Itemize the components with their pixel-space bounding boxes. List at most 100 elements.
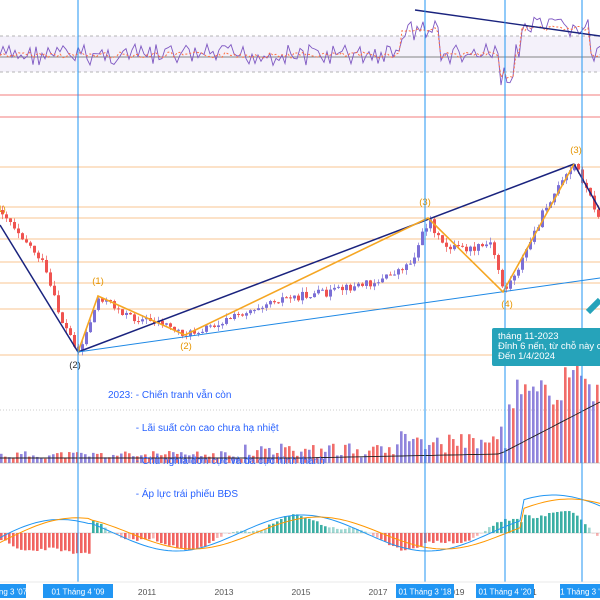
candle-body: [441, 235, 444, 243]
volume-bar: [364, 454, 367, 463]
candle-body: [321, 289, 324, 291]
rsi-signal-line: [0, 25, 600, 79]
candle-body: [341, 286, 344, 291]
candle-body: [289, 297, 292, 299]
volume-bar: [40, 458, 43, 463]
wave-label: (4): [501, 299, 513, 310]
candle-body: [561, 180, 564, 186]
volume-bar: [312, 445, 315, 463]
macd-histogram-bar: [196, 533, 199, 549]
candle-body: [409, 263, 412, 265]
rsi-trend-line: [414, 9, 600, 37]
candle-body: [521, 257, 524, 270]
candle-body: [49, 272, 52, 286]
candle-body: [73, 335, 76, 347]
candle-body: [277, 302, 280, 304]
volume-bar: [520, 394, 523, 463]
candle-body: [297, 295, 300, 301]
macd-histogram-bar: [124, 533, 127, 540]
volume-bar: [428, 444, 431, 463]
macd-histogram-bar: [248, 532, 251, 533]
macd-histogram-bar: [524, 514, 527, 533]
macd-histogram-bar: [4, 533, 7, 541]
macd-histogram-bar: [472, 533, 475, 538]
candle-body: [241, 314, 244, 316]
volume-bar: [440, 444, 443, 463]
candle-body: [405, 264, 408, 270]
candle-body: [489, 242, 492, 245]
macd-histogram-bar: [496, 522, 499, 533]
macd-histogram-bar: [316, 521, 319, 533]
macd-histogram-bar: [264, 529, 267, 533]
candle-body: [465, 246, 468, 252]
volume-bar: [348, 443, 351, 463]
macd-histogram-bar: [116, 533, 119, 535]
macd-histogram-bar: [536, 517, 539, 533]
candle-body: [513, 275, 516, 281]
macd-histogram-bar: [168, 533, 171, 546]
volume-bar: [244, 444, 247, 463]
x-date-badge: [476, 584, 534, 598]
candle-body: [13, 222, 16, 229]
candle-body: [357, 283, 360, 287]
macd-histogram-bar: [200, 533, 203, 547]
callout-line: Đỉnh 6 nến, từ chỗ này c: [498, 341, 600, 352]
candle-body: [193, 330, 196, 334]
volume-bar: [316, 457, 319, 463]
macd-histogram-bar: [176, 533, 179, 549]
candle-body: [517, 269, 520, 276]
candle-body: [501, 269, 504, 287]
candle-body: [429, 219, 432, 229]
candle-body: [57, 295, 60, 313]
macd-histogram-bar: [280, 519, 283, 533]
volume-bar: [84, 454, 87, 463]
volume-bar: [304, 448, 307, 463]
macd-histogram-bar: [36, 533, 39, 551]
volume-bar: [512, 408, 515, 463]
callout-pointer: [585, 297, 600, 315]
volume-bar: [308, 449, 311, 463]
volume-bar: [444, 452, 447, 463]
macd-histogram-bar: [56, 533, 59, 549]
volume-bar: [292, 450, 295, 463]
candle-body: [401, 269, 404, 271]
macd-histogram-bar: [232, 532, 235, 533]
volume-bar: [468, 434, 471, 463]
volume-bar: [412, 438, 415, 463]
volume-bar: [360, 457, 363, 463]
volume-bar: [108, 457, 111, 463]
macd-histogram-bar: [152, 533, 155, 539]
volume-bar: [140, 455, 143, 463]
volume-bar: [544, 384, 547, 463]
volume-bar: [196, 451, 199, 463]
volume-bar: [356, 449, 359, 463]
macd-histogram-bar: [304, 517, 307, 533]
macd-histogram-bar: [416, 533, 419, 548]
macd-panel: [0, 494, 600, 554]
candle-body: [45, 259, 48, 273]
x-tick-label: 2011: [138, 587, 157, 597]
volume-bar: [68, 452, 71, 463]
macd-histogram-bar: [308, 518, 311, 533]
volume-bar: [564, 367, 567, 463]
candle-body: [273, 301, 276, 303]
macd-histogram-bar: [216, 533, 219, 538]
candle-body: [29, 242, 32, 246]
macd-histogram-bar: [520, 522, 523, 533]
candle-body: [301, 291, 304, 301]
macd-histogram-bar: [372, 533, 375, 536]
candle-body: [113, 301, 116, 309]
volume-bar: [572, 370, 575, 463]
volume-bar: [452, 439, 455, 463]
candle-body: [189, 330, 192, 337]
macd-histogram-bar: [564, 511, 567, 533]
volume-bar: [404, 433, 407, 463]
annotation-line: - Chủ nghĩa đơn cực và đa cực hình thành: [108, 456, 325, 467]
candle-body: [229, 318, 232, 320]
macd-histogram-bar: [484, 530, 487, 533]
x-tick-label: 2013: [215, 587, 234, 597]
macd-histogram-bar: [540, 515, 543, 533]
candle-body: [85, 332, 88, 345]
candle-body: [453, 245, 456, 250]
macd-histogram-bar: [460, 533, 463, 543]
